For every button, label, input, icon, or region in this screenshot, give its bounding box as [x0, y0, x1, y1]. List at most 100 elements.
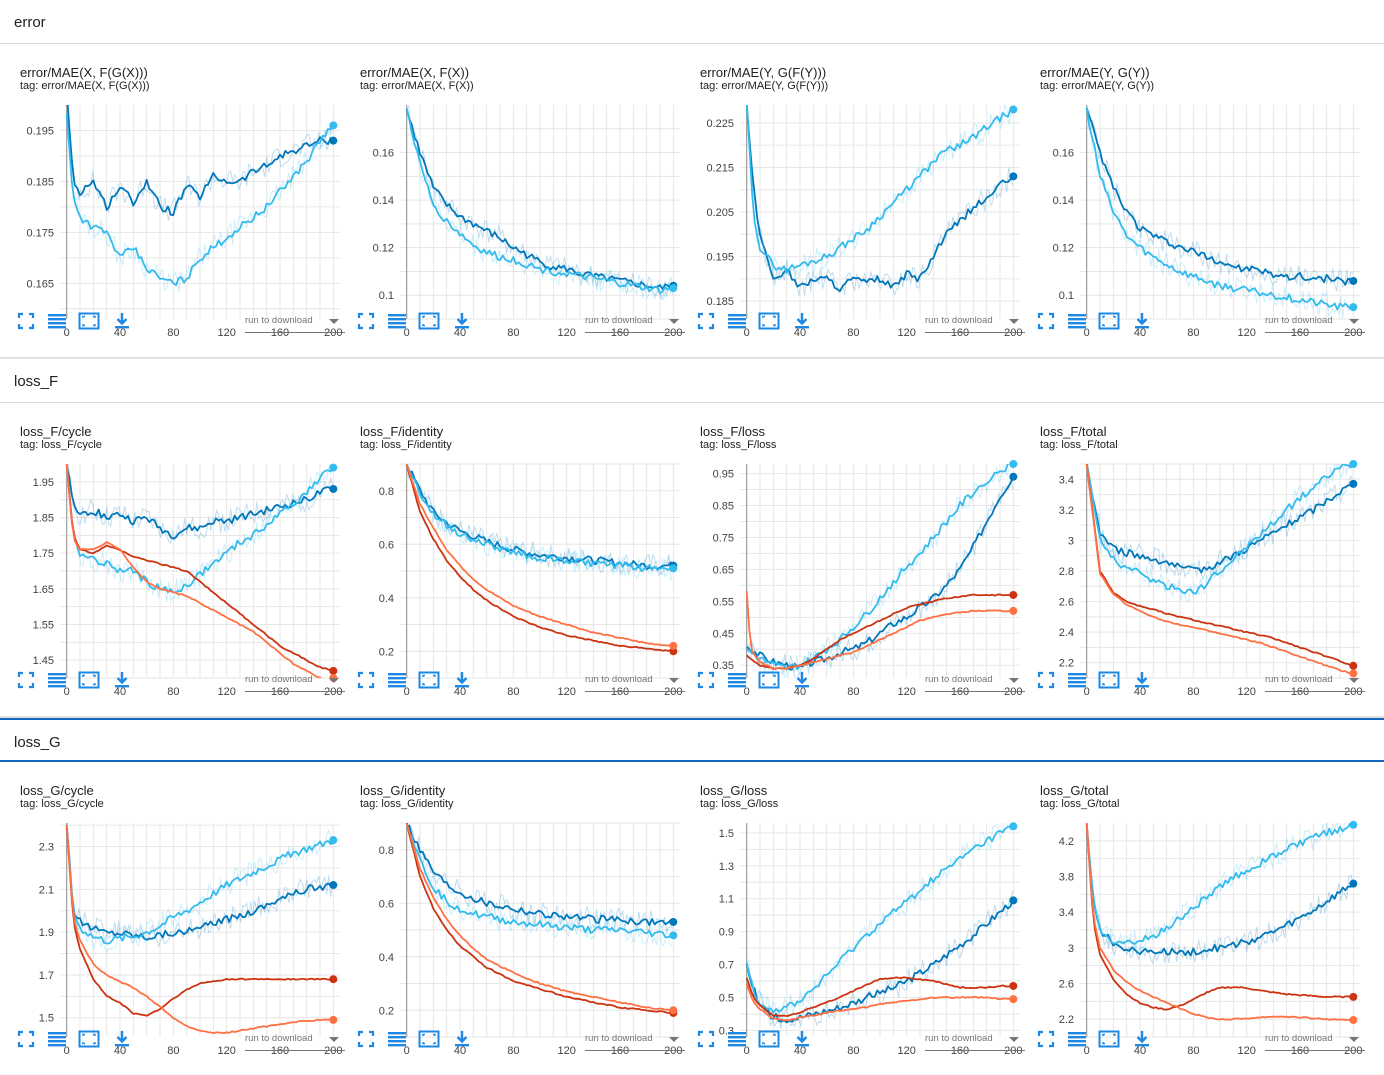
series-endpoint-run_dark[interactable] [329, 881, 338, 890]
data-table-icon[interactable] [46, 669, 68, 691]
run-to-download-select[interactable]: run to download [245, 1028, 345, 1051]
line-chart[interactable]: 1.45 1.55 1.65 1.75 1.85 1.95 0 40 80 120 160 200 [10, 454, 350, 699]
data-table-icon[interactable] [46, 310, 68, 332]
series-endpoint-run_light[interactable] [1349, 303, 1358, 312]
fullscreen-icon[interactable] [1035, 310, 1057, 332]
download-icon[interactable] [1131, 1028, 1153, 1050]
fit-domain-icon[interactable] [78, 310, 100, 332]
series-endpoint-run_red_light[interactable] [1349, 1016, 1358, 1025]
series-endpoint-run_dark[interactable] [1349, 479, 1358, 488]
series-endpoint-run_dark[interactable] [669, 917, 678, 926]
data-table-icon[interactable] [1066, 310, 1088, 332]
series-endpoint-run_light[interactable] [1009, 822, 1018, 831]
series-endpoint-run_dark[interactable] [329, 136, 338, 145]
series-endpoint-run_dark[interactable] [1009, 472, 1018, 481]
run-to-download-select[interactable]: run to download [925, 1028, 1025, 1051]
fit-domain-icon[interactable] [758, 310, 780, 332]
download-icon[interactable] [451, 669, 473, 691]
section-header-loss_F[interactable]: loss_F [0, 359, 1384, 403]
line-chart[interactable]: 1.5 1.7 1.9 2.1 2.3 0 40 80 120 160 200 [10, 813, 350, 1058]
fit-domain-icon[interactable] [418, 1028, 440, 1050]
series-endpoint-run_red_light[interactable] [1009, 995, 1018, 1004]
fit-domain-icon[interactable] [1098, 310, 1120, 332]
run-to-download-select[interactable]: run to download [1265, 669, 1365, 692]
series-endpoint-run_red_dark[interactable] [1009, 981, 1018, 990]
data-table-icon[interactable] [46, 1028, 68, 1050]
series-endpoint-run_light[interactable] [329, 836, 338, 845]
series-endpoint-run_light[interactable] [669, 931, 678, 940]
fullscreen-icon[interactable] [355, 310, 377, 332]
fullscreen-icon[interactable] [1035, 669, 1057, 691]
series-endpoint-run_dark[interactable] [1009, 896, 1018, 905]
data-table-icon[interactable] [1066, 669, 1088, 691]
run-to-download-select[interactable]: run to download [245, 310, 345, 333]
line-chart[interactable]: 0.2 0.4 0.6 0.8 0 40 80 120 160 200 [350, 454, 690, 699]
fullscreen-icon[interactable] [15, 669, 37, 691]
download-icon[interactable] [451, 1028, 473, 1050]
series-endpoint-run_light[interactable] [1009, 105, 1018, 114]
fullscreen-icon[interactable] [695, 310, 717, 332]
fullscreen-icon[interactable] [15, 1028, 37, 1050]
fit-domain-icon[interactable] [78, 669, 100, 691]
line-chart[interactable]: 0.35 0.45 0.55 0.65 0.75 0.85 0.95 0 40 80 120 160 2… [690, 454, 1030, 699]
series-endpoint-run_dark[interactable] [1349, 879, 1358, 888]
section-header-error[interactable]: error [0, 0, 1384, 44]
series-endpoint-run_dark[interactable] [1349, 276, 1358, 285]
line-chart[interactable]: 2.2 2.4 2.6 2.8 3 3.2 3.4 0 40 80 120 160 200 [1030, 454, 1370, 699]
download-icon[interactable] [791, 310, 813, 332]
series-endpoint-run_red_light[interactable] [329, 1015, 338, 1024]
series-endpoint-run_light[interactable] [1349, 820, 1358, 829]
download-icon[interactable] [111, 1028, 133, 1050]
run-to-download-select[interactable]: run to download [585, 1028, 685, 1051]
series-endpoint-run_light[interactable] [1349, 460, 1358, 468]
run-to-download-select[interactable]: run to download [245, 669, 345, 692]
run-to-download-select[interactable]: run to download [925, 669, 1025, 692]
series-endpoint-run_light[interactable] [1009, 460, 1018, 468]
fullscreen-icon[interactable] [355, 669, 377, 691]
line-chart[interactable]: 0.1 0.12 0.14 0.16 0 40 80 120 160 200 [350, 95, 690, 340]
download-icon[interactable] [791, 1028, 813, 1050]
fullscreen-icon[interactable] [1035, 1028, 1057, 1050]
line-chart[interactable]: 0.2 0.4 0.6 0.8 0 40 80 120 160 200 [350, 813, 690, 1058]
series-endpoint-run_red_light[interactable] [669, 641, 678, 650]
line-chart[interactable]: 2.2 2.6 3 3.4 3.8 4.2 0 40 80 120 160 200 [1030, 813, 1370, 1058]
fit-domain-icon[interactable] [758, 669, 780, 691]
download-icon[interactable] [111, 310, 133, 332]
fit-domain-icon[interactable] [1098, 669, 1120, 691]
fit-domain-icon[interactable] [418, 669, 440, 691]
series-endpoint-run_light[interactable] [329, 121, 338, 130]
data-table-icon[interactable] [726, 310, 748, 332]
run-to-download-select[interactable]: run to download [1265, 310, 1365, 333]
line-chart[interactable]: 0.1 0.12 0.14 0.16 0 40 80 120 160 200 [1030, 95, 1370, 340]
run-to-download-select[interactable]: run to download [585, 310, 685, 333]
series-endpoint-run_red_dark[interactable] [1349, 992, 1358, 1001]
fullscreen-icon[interactable] [15, 310, 37, 332]
run-to-download-select[interactable]: run to download [1265, 1028, 1365, 1051]
fit-domain-icon[interactable] [1098, 1028, 1120, 1050]
download-icon[interactable] [791, 669, 813, 691]
line-chart[interactable]: 0.3 0.5 0.7 0.9 1.1 1.3 1.5 0 40 80 120 160 200 [690, 813, 1030, 1058]
series-endpoint-run_light[interactable] [329, 463, 338, 472]
series-endpoint-run_red_light[interactable] [1009, 606, 1018, 615]
fullscreen-icon[interactable] [695, 669, 717, 691]
data-table-icon[interactable] [726, 669, 748, 691]
fullscreen-icon[interactable] [695, 1028, 717, 1050]
fit-domain-icon[interactable] [78, 1028, 100, 1050]
line-chart[interactable]: 0.185 0.195 0.205 0.215 0.225 0 40 80 120 160 200 [690, 95, 1030, 340]
fit-domain-icon[interactable] [758, 1028, 780, 1050]
series-endpoint-run_dark[interactable] [329, 484, 338, 493]
series-endpoint-run_red_dark[interactable] [329, 666, 338, 675]
data-table-icon[interactable] [1066, 1028, 1088, 1050]
download-icon[interactable] [111, 669, 133, 691]
series-endpoint-run_red_dark[interactable] [1009, 590, 1018, 599]
series-endpoint-run_red_light[interactable] [1349, 669, 1358, 678]
series-endpoint-run_dark[interactable] [1009, 172, 1018, 181]
fit-domain-icon[interactable] [418, 310, 440, 332]
series-endpoint-run_red_dark[interactable] [329, 975, 338, 984]
series-endpoint-run_red_light[interactable] [669, 1006, 678, 1015]
series-endpoint-run_red_dark[interactable] [1349, 661, 1358, 670]
section-header-loss_G[interactable]: loss_G [0, 718, 1384, 762]
data-table-icon[interactable] [726, 1028, 748, 1050]
data-table-icon[interactable] [386, 1028, 408, 1050]
series-endpoint-run_light[interactable] [669, 284, 678, 293]
